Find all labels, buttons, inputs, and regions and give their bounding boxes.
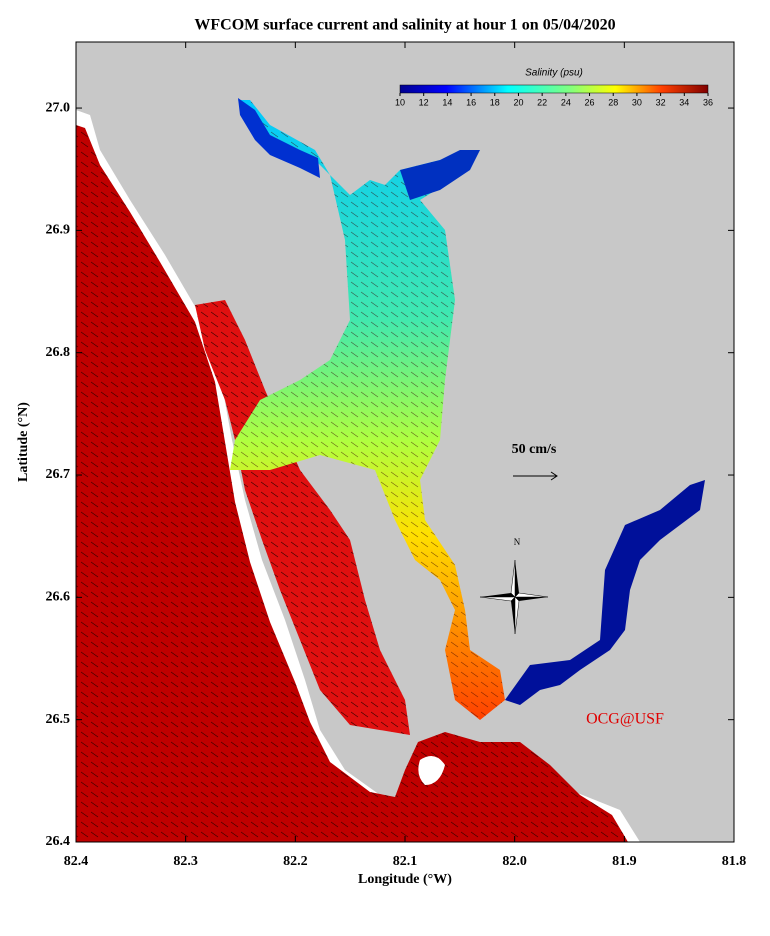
scale-arrowhead xyxy=(550,471,558,481)
sound-vectors xyxy=(195,300,410,735)
y-tick-label: 26.7 xyxy=(46,467,71,482)
x-tick-label: 82.3 xyxy=(173,854,198,869)
y-tick-label: 26.8 xyxy=(46,345,71,360)
peace-river xyxy=(400,150,480,200)
island xyxy=(418,756,445,785)
colorbar-tick-label: 34 xyxy=(679,97,689,107)
colorbar-tick-label: 22 xyxy=(537,97,547,107)
y-tick-label: 26.4 xyxy=(46,834,71,849)
colorbar xyxy=(399,84,709,94)
colorbar-tick-label: 28 xyxy=(608,97,618,107)
scale-label: 50 cm/s xyxy=(512,442,557,457)
colorbar-tick-label: 10 xyxy=(395,97,405,107)
x-tick-label: 81.9 xyxy=(612,854,637,869)
harbor-vectors xyxy=(230,100,505,720)
colorbar-tick-label: 36 xyxy=(703,97,713,107)
y-tick-label: 26.5 xyxy=(46,712,71,727)
credit: OCG@USF xyxy=(586,711,664,728)
colorbar-tick-label: 14 xyxy=(442,97,452,107)
compass xyxy=(479,559,549,635)
colorbar-tick-label: 16 xyxy=(466,97,476,107)
map-title: WFCOM surface current and salinity at ho… xyxy=(194,17,615,34)
x-axis-label: Longitude (°W) xyxy=(358,872,452,887)
north-label: N xyxy=(514,537,521,547)
colorbar-tick-label: 30 xyxy=(632,97,642,107)
colorbar-tick-label: 12 xyxy=(419,97,429,107)
colorbar-tick-label: 20 xyxy=(513,97,523,107)
x-tick-label: 82.2 xyxy=(283,854,308,869)
x-tick-label: 82.1 xyxy=(393,854,418,869)
colorbar-tick-label: 24 xyxy=(561,97,571,107)
colorbar-tick-label: 32 xyxy=(656,97,666,107)
colorbar-tick-label: 18 xyxy=(490,97,500,107)
y-tick-label: 26.6 xyxy=(46,590,71,605)
x-tick-label: 82.4 xyxy=(64,854,89,869)
y-tick-label: 27.0 xyxy=(46,100,71,115)
current-vectors xyxy=(76,125,628,842)
colorbar-tick-label: 26 xyxy=(585,97,595,107)
x-tick-label: 82.0 xyxy=(502,854,527,869)
caloosahatchee-river xyxy=(505,480,705,705)
colorbar-label: Salinity (psu) xyxy=(525,68,583,79)
myakka-river xyxy=(238,98,320,178)
y-tick-label: 26.9 xyxy=(46,223,71,238)
y-axis-label: Latitude (°N) xyxy=(16,402,31,482)
x-tick-label: 81.8 xyxy=(722,854,747,869)
